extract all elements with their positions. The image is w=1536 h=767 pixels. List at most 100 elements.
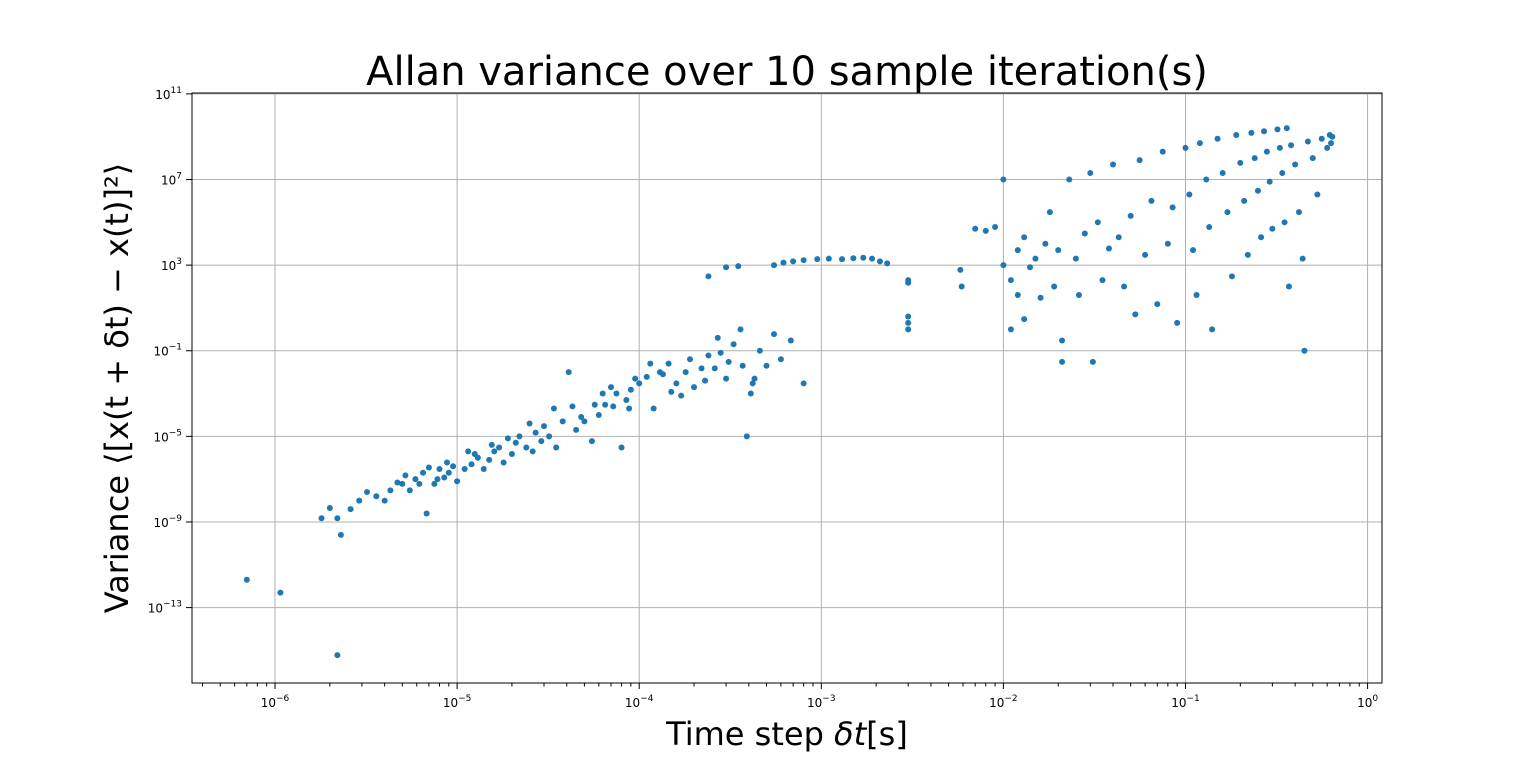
y-tick-exponent: 3 [176,257,182,267]
data-point [1127,212,1134,219]
data-point [1203,176,1210,183]
data-point [512,439,519,446]
data-point [434,476,441,483]
data-point [387,487,394,494]
chart-title: Allan variance over 10 sample iteration(… [366,49,1208,95]
data-point [1115,234,1122,241]
data-point [1285,283,1292,290]
data-point [839,256,846,263]
data-point [1241,197,1248,204]
x-axis-ticks: 10−6 10−5 10−4 10−3 10−2 10−1 100 [261,683,1378,710]
x-minor-ticks [202,683,1360,687]
data-point [337,531,344,538]
data-point [1193,292,1200,299]
x-tick-exponent: −6 [276,694,290,704]
x-tick-label: 10−6 [261,694,290,710]
data-point [334,652,341,659]
data-point [1281,219,1288,226]
data-point [1099,277,1106,284]
data-point [698,365,705,372]
data-point [1219,170,1226,177]
data-point [1263,148,1270,155]
data-point [465,448,472,455]
data-point [444,459,451,466]
x-tick-base: 10 [625,696,640,710]
x-tick-base: 10 [989,696,1004,710]
data-point [1142,251,1149,258]
data-point [992,224,999,231]
x-tick-exponent: −3 [822,694,835,704]
x-tick-label: 10−5 [443,694,472,710]
data-point [1283,125,1290,132]
data-point [1266,178,1273,185]
data-point [1182,144,1189,151]
data-point [608,384,615,391]
data-point [1059,358,1066,365]
data-point [508,450,515,457]
data-point [1027,264,1034,271]
y-tick-exponent: −5 [169,428,182,438]
data-point [643,373,650,380]
data-point [373,493,380,500]
data-point [678,392,685,399]
data-point [1206,224,1213,231]
y-tick-label: 1011 [155,86,182,102]
data-point [957,266,964,273]
data-point [682,369,689,376]
y-tick-base: 10 [161,259,176,273]
data-point [445,469,452,476]
x-tick-exponent: 0 [1372,694,1378,704]
data-point [869,255,876,262]
data-point [1304,138,1311,145]
data-point [1174,319,1181,326]
data-point [702,377,709,384]
data-point [771,331,778,338]
data-point [1081,230,1088,237]
data-point [780,259,787,266]
data-point [723,264,730,271]
data-point [588,438,595,445]
x-tick-label: 10−4 [625,694,654,710]
data-point [610,403,617,410]
x-tick-base: 10 [261,696,276,710]
x-tick-label: 100 [1357,694,1378,710]
data-point [1105,245,1112,252]
data-point [599,390,606,397]
data-point [650,405,657,412]
data-point [1244,251,1251,258]
data-point [730,341,737,348]
data-point [595,411,602,418]
x-tick-label: 10−1 [1171,694,1200,710]
data-point [1254,187,1261,194]
data-point [723,375,730,382]
data-point [1046,209,1053,216]
data-point [668,388,675,395]
data-point [1279,170,1286,177]
data-point [1021,234,1028,241]
data-point [1301,347,1308,354]
data-point [905,277,912,284]
data-point [747,390,754,397]
data-point [623,396,630,403]
x-tick-exponent: −5 [458,694,471,704]
y-tick-exponent: −13 [163,600,182,610]
data-point [717,349,724,356]
data-point [461,465,468,472]
data-point [982,227,989,234]
data-point [423,510,430,517]
data-point [526,420,533,427]
data-point [1214,135,1221,142]
y-tick-exponent: −9 [169,514,183,524]
y-tick-base: 10 [161,174,176,188]
data-point [402,472,409,479]
data-point [860,254,867,261]
data-point [1007,277,1014,284]
data-point [394,479,401,486]
data-point [565,369,572,376]
data-point [1089,358,1096,365]
data-point [636,380,643,387]
data-point [800,257,807,264]
x-axis-label-unit: [s] [866,715,908,753]
y-tick-label: 107 [161,172,182,188]
data-point [486,456,493,463]
